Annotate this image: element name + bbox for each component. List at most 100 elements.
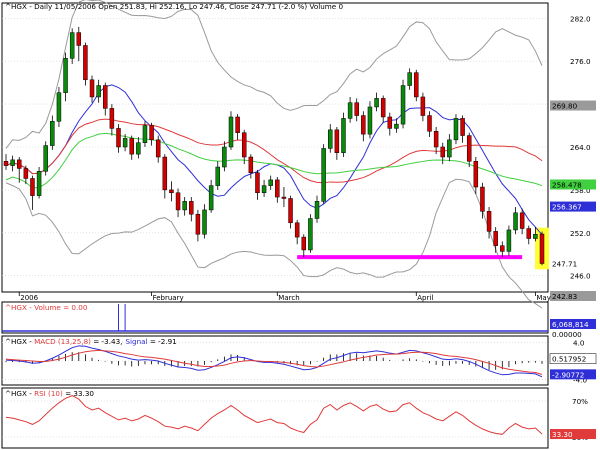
- candle-body: [447, 139, 452, 158]
- candle-body: [109, 108, 115, 129]
- candle-body: [460, 118, 465, 136]
- candle-body: [294, 222, 300, 238]
- macd-panel-frame: [1, 335, 549, 386]
- candle-body: [500, 245, 505, 252]
- macd-tag-hist: 0.517952: [552, 355, 586, 364]
- candle-body: [427, 115, 432, 132]
- candle-body: [301, 236, 307, 251]
- price-title: ^HGX - Daily 11/05/2006 Open 251.83, Hi …: [5, 2, 343, 11]
- x-tick-label: February: [153, 294, 184, 302]
- x-axis: 2006 February March April May: [18, 292, 551, 302]
- price-tick-label: 282.0: [570, 14, 591, 23]
- candle-body: [50, 121, 55, 146]
- x-tick-label: April: [417, 294, 433, 302]
- candle-body: [367, 106, 373, 135]
- candle-body: [473, 161, 479, 188]
- macd-tag-bg: [549, 353, 597, 364]
- candle-body: [486, 211, 492, 232]
- price-tag-bg: [550, 201, 596, 212]
- macd-name: MACD (13,25,8): [34, 337, 91, 346]
- candle-body: [453, 118, 459, 141]
- candle-body: [493, 231, 498, 246]
- macd-tag-bg: [550, 369, 596, 380]
- macd-chart: 4.00.0-4.00.517952-2.90772: [2, 339, 597, 384]
- rsi-line: [5, 395, 543, 435]
- candle-body: [387, 116, 393, 129]
- x-tick-label: 2006: [20, 294, 38, 302]
- price-tag-ma20: 256.367: [552, 203, 582, 212]
- candle-body: [169, 189, 174, 194]
- candle-body: [255, 172, 260, 194]
- signal-name: Signal: [125, 337, 147, 346]
- candle-body: [407, 72, 412, 86]
- candle-body: [526, 228, 532, 239]
- candle-body: [136, 142, 141, 155]
- rsi-panel-frame: [1, 387, 549, 449]
- moving-averages: [5, 84, 543, 236]
- x-tick-label: March: [278, 294, 299, 302]
- candle-body: [69, 32, 75, 59]
- candle-body: [433, 131, 439, 148]
- candle-body: [182, 201, 187, 211]
- macd-tick-label: 4.0: [573, 339, 585, 348]
- candle-body: [414, 72, 419, 98]
- candle-body: [30, 178, 35, 196]
- candle-body: [519, 212, 525, 229]
- macd-tick-label: -4.0: [573, 375, 587, 384]
- macd-title: ^HGX - MACD (13,25,8) = -3.43, Signal = -…: [5, 337, 177, 346]
- candle-body: [347, 102, 353, 119]
- candle-body: [308, 218, 313, 251]
- bollinger-bands: [5, 0, 543, 309]
- volume-tag-zero: 0.00000: [552, 330, 582, 339]
- candle-body: [10, 159, 15, 166]
- candle-body: [83, 45, 88, 81]
- candle-body: [195, 213, 201, 235]
- candle-body: [56, 92, 62, 122]
- candle-body: [334, 129, 340, 153]
- candle-body: [321, 148, 326, 202]
- price-tag-bg: [550, 291, 596, 301]
- rsi-tag-value: 33.30: [552, 430, 573, 439]
- candle-body: [222, 146, 227, 168]
- candle-body: [162, 156, 168, 191]
- candle-body: [23, 168, 29, 179]
- candle-body: [354, 102, 359, 116]
- price-tag-ma200: 258.478: [552, 180, 582, 189]
- bollinger-lower-line: [5, 178, 543, 309]
- candle-body: [539, 233, 545, 264]
- candle-body: [122, 138, 128, 148]
- candle-body: [16, 159, 22, 169]
- candle-body: [142, 125, 148, 143]
- candle-body: [380, 98, 386, 118]
- candle-body: [103, 85, 108, 109]
- candle-body: [155, 139, 161, 158]
- price-tag-bg: [550, 179, 596, 190]
- candle-body: [281, 196, 287, 199]
- volume-tag-max: 6,068,814: [552, 320, 589, 329]
- rsi-chart: 70%30%33.30: [2, 395, 596, 442]
- candle-body: [248, 156, 254, 173]
- candle-body: [466, 135, 472, 162]
- price-tick-label: 276.0: [570, 57, 591, 66]
- candle-body: [374, 98, 379, 108]
- macd-tag-signal: -2.90772: [552, 370, 584, 379]
- rsi-prefix: ^HGX -: [5, 389, 34, 398]
- price-tag-bg: [550, 258, 596, 269]
- price-tick-label: 258.0: [570, 186, 591, 195]
- candle-body: [328, 129, 333, 149]
- price-tick-label: 264.0: [570, 143, 591, 152]
- x-tick-label: May: [536, 294, 550, 302]
- price-grid: [2, 17, 548, 277]
- candle-body: [341, 118, 346, 153]
- candle-body: [480, 186, 485, 212]
- rsi-name: RSI (10): [34, 389, 63, 398]
- candle-body: [275, 179, 280, 198]
- candle-body: [36, 171, 42, 196]
- price-tick-label: 252.0: [570, 229, 591, 238]
- candle-body: [129, 138, 134, 155]
- volume-title-text: ^HGX - Volume = 0.00: [5, 303, 88, 312]
- candle-body: [288, 198, 293, 224]
- candle-body: [208, 185, 214, 211]
